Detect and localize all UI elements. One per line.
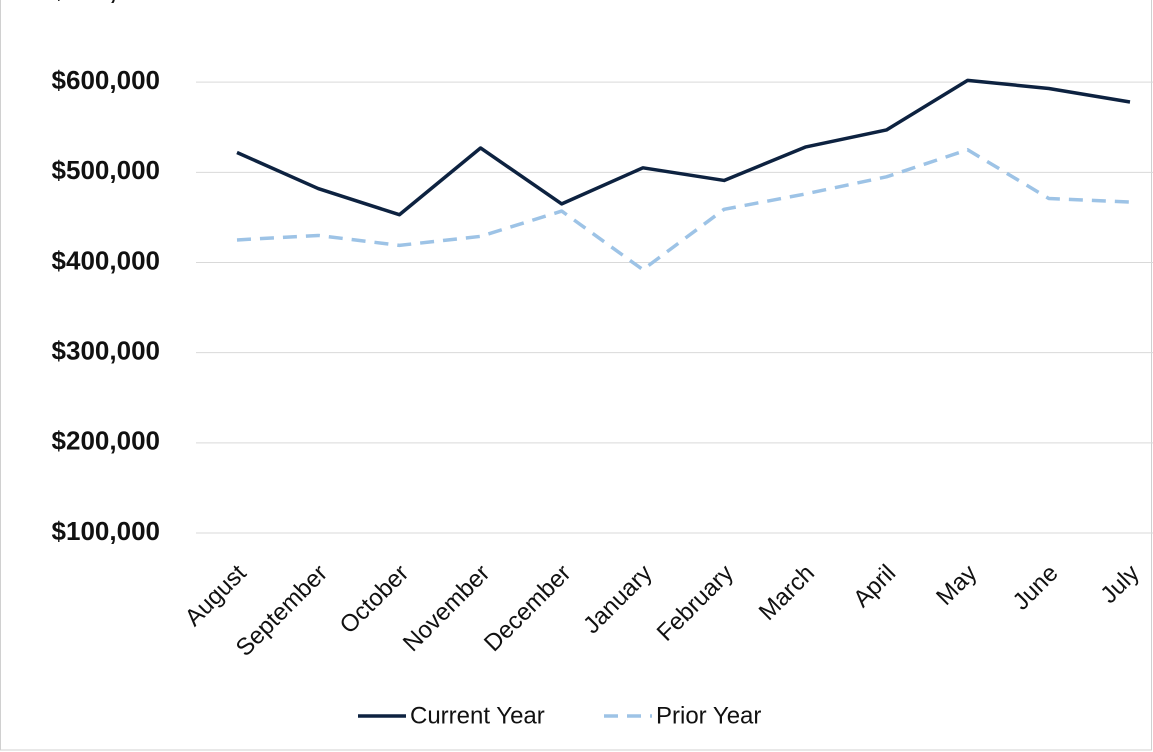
x-tick-label: October (335, 560, 414, 639)
legend-label: Current Year (410, 702, 545, 729)
y-tick-label: $100,000 (52, 516, 160, 546)
x-tick-label: July (1095, 560, 1144, 609)
legend: Current Year Prior Year (358, 702, 761, 729)
y-tick-label: $200,000 (52, 426, 160, 456)
x-tick-label: August (180, 559, 252, 631)
x-tick-label: February (652, 560, 739, 647)
legend-label: Prior Year (656, 702, 761, 729)
x-tick-label: April (848, 560, 901, 613)
x-tick-label: December (479, 560, 576, 657)
x-tick-label: March (754, 560, 820, 626)
y-tick-label: $600,000 (52, 65, 160, 95)
x-tick-label: January (578, 560, 657, 639)
series-line (236, 148, 1131, 272)
y-tick-label: $500,000 (52, 155, 160, 185)
series-line (236, 78, 1131, 217)
x-tick-label: November (398, 560, 495, 657)
y-tick-label: $400,000 (52, 245, 160, 275)
y-tick-label: $300,000 (52, 336, 160, 366)
y-tick-label: $700,000 (52, 0, 160, 5)
x-tick-label: June (1008, 560, 1064, 616)
x-tick-label: May (931, 560, 982, 611)
